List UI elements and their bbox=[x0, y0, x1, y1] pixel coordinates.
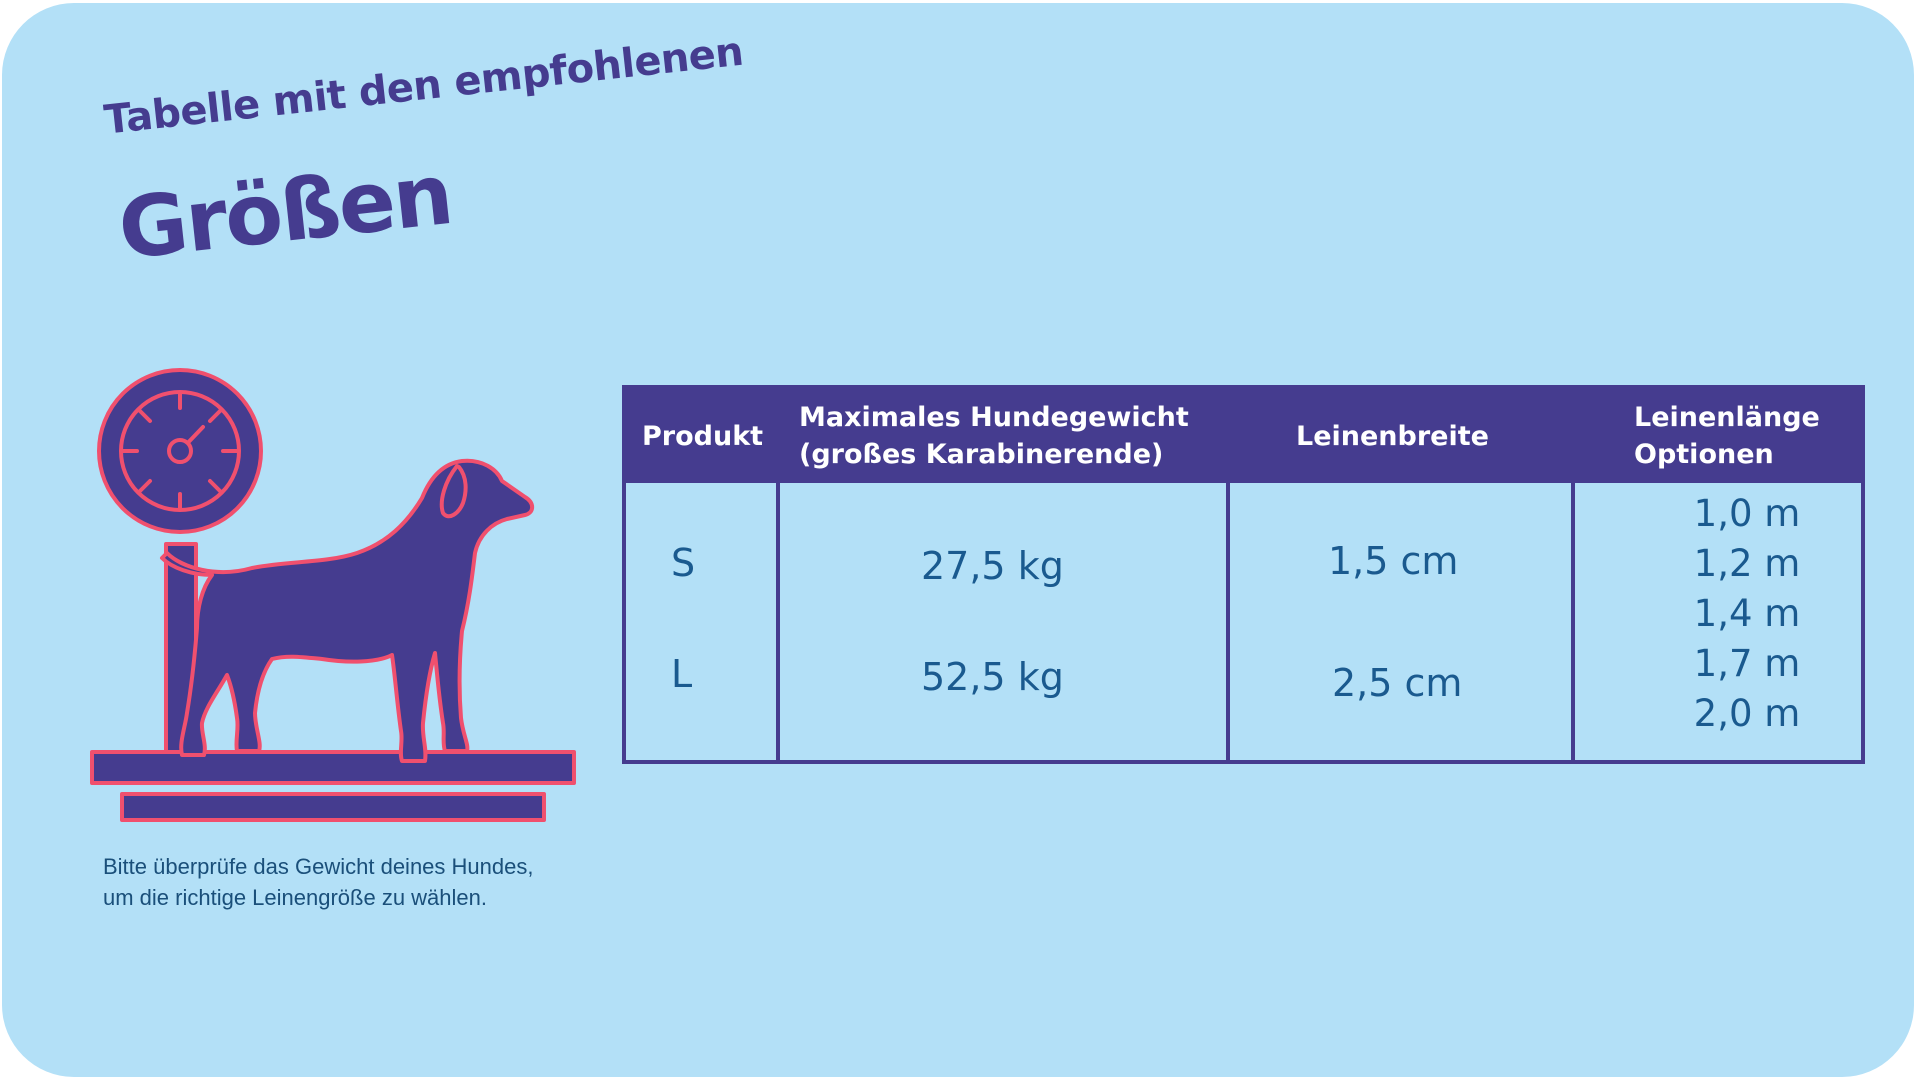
length-option: 2,0 m bbox=[1693, 692, 1801, 735]
row-l-width: 2,5 cm bbox=[1332, 661, 1463, 705]
row-s-max-weight: 27,5 kg bbox=[921, 544, 1064, 588]
weight-hint-line2: um die richtige Leinengröße zu wählen. bbox=[103, 885, 488, 910]
row-s-width: 1,5 cm bbox=[1328, 539, 1459, 583]
weight-hint-text: Bitte überprüfe das Gewicht deines Hunde… bbox=[103, 851, 663, 913]
header-max-weight-line1: Maximales Hundegewicht bbox=[799, 402, 1189, 433]
row-s-product: S bbox=[671, 541, 696, 585]
size-table: Produkt Maximales Hundegewicht (großes K… bbox=[622, 385, 1865, 764]
header-max-weight-line2: (großes Karabinerende) bbox=[799, 439, 1164, 470]
length-option: 1,4 m bbox=[1693, 592, 1801, 635]
length-options-list: 1,0 m 1,2 m 1,4 m 1,7 m 2,0 m bbox=[1630, 489, 1864, 739]
header-length-line1: Leinenlänge bbox=[1634, 402, 1820, 433]
header-width: Leinenbreite bbox=[1296, 389, 1596, 483]
header-product: Produkt bbox=[642, 389, 782, 483]
column-divider bbox=[1226, 483, 1230, 764]
title-heading: Größen bbox=[114, 145, 456, 279]
header-max-weight: Maximales Hundegewicht (großes Karabiner… bbox=[799, 389, 1239, 483]
size-chart-card: Tabelle mit den empfohlenen Größen bbox=[2, 3, 1914, 1077]
length-option: 1,7 m bbox=[1693, 642, 1801, 685]
header-length-options: Leinenlänge Optionen bbox=[1634, 389, 1864, 483]
column-divider bbox=[776, 483, 780, 764]
dog-on-scale-icon bbox=[90, 368, 576, 822]
header-width-label: Leinenbreite bbox=[1296, 420, 1489, 452]
column-divider bbox=[1571, 483, 1575, 764]
weight-hint-line1: Bitte überprüfe das Gewicht deines Hunde… bbox=[103, 854, 534, 879]
row-l-product: L bbox=[671, 652, 693, 696]
row-l-max-weight: 52,5 kg bbox=[921, 655, 1064, 699]
length-option: 1,2 m bbox=[1693, 542, 1801, 585]
header-length-line2: Optionen bbox=[1634, 439, 1774, 470]
table-header: Produkt Maximales Hundegewicht (großes K… bbox=[626, 389, 1861, 483]
length-option: 1,0 m bbox=[1693, 492, 1801, 535]
header-product-label: Produkt bbox=[642, 420, 764, 452]
title-subheading: Tabelle mit den empfohlenen bbox=[102, 28, 746, 144]
